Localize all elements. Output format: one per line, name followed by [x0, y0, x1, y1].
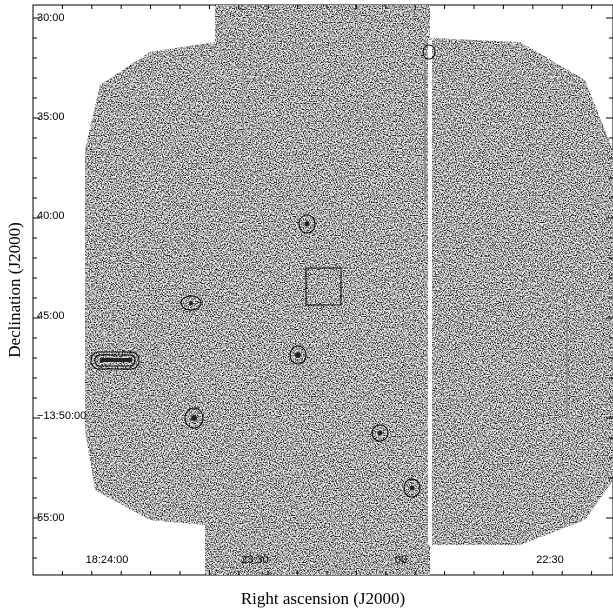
sources: [100, 221, 415, 491]
contour: [371, 424, 389, 442]
x-tick-label: 00: [395, 554, 407, 566]
y-tick-label: 40:00: [37, 210, 65, 222]
contour: [184, 407, 204, 429]
contour: [180, 295, 202, 311]
y-tick-label: 55:00: [37, 512, 65, 524]
x-tick-label: 22:30: [536, 554, 564, 566]
y-tick-label: 45:00: [37, 310, 65, 322]
tick-marks: [32, 5, 613, 575]
contour: [90, 351, 140, 370]
y-axis-title: Declination (J2000): [5, 222, 24, 358]
y-tick-label: 35:00: [37, 111, 65, 123]
y-tick-label: 30:00: [37, 12, 65, 24]
contour: [298, 214, 316, 234]
y-tick-label: −13:50:00: [37, 410, 86, 422]
contour: [403, 478, 421, 498]
x-tick-label: 23:30: [241, 554, 269, 566]
contour: [94, 354, 136, 367]
noise: [85, 5, 613, 575]
contour: [289, 345, 307, 365]
x-axis-title: Right ascension (J2000): [241, 589, 405, 608]
image-footprint: [85, 5, 613, 575]
target-box: [305, 267, 342, 306]
contours: [90, 44, 436, 498]
contour: [422, 44, 436, 60]
x-tick-label: 18:24:00: [86, 554, 129, 566]
